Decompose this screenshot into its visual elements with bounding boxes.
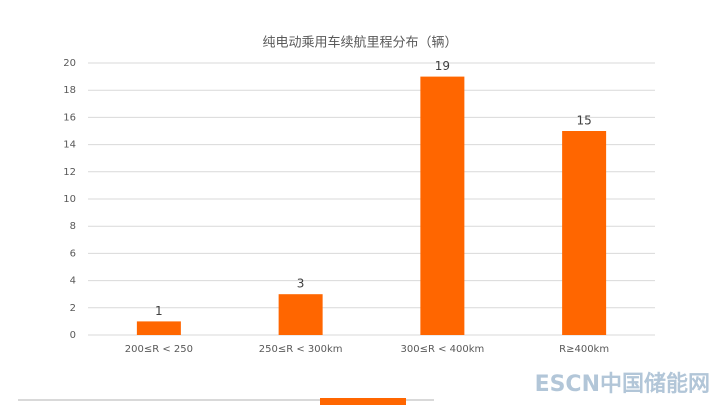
y-tick-label: 10 xyxy=(63,194,76,205)
data-label: 1 xyxy=(155,304,163,318)
watermark: ESCN中国储能网 xyxy=(535,371,710,397)
y-tick-label: 14 xyxy=(63,140,76,151)
x-tick-label: R≥400km xyxy=(559,344,609,355)
legend-swatch xyxy=(320,398,406,405)
data-label: 19 xyxy=(435,59,450,73)
y-tick-label: 0 xyxy=(70,330,76,341)
bar xyxy=(562,131,607,335)
x-tick-label: 250≤R < 300km xyxy=(259,344,343,355)
y-tick-label: 18 xyxy=(63,85,76,96)
y-tick-label: 12 xyxy=(63,167,76,178)
bar xyxy=(420,76,465,335)
chart-title: 纯电动乘用车续航里程分布（辆） xyxy=(262,35,457,51)
y-tick-label: 2 xyxy=(70,303,76,314)
y-tick-label: 4 xyxy=(70,276,76,287)
y-tick-label: 20 xyxy=(63,58,76,69)
y-tick-label: 6 xyxy=(70,248,76,259)
y-tick-label: 16 xyxy=(63,112,76,123)
x-tick-label: 200≤R < 250 xyxy=(125,344,193,355)
data-label: 3 xyxy=(297,277,305,291)
bar xyxy=(278,294,323,335)
data-label: 15 xyxy=(576,114,591,128)
y-tick-label: 8 xyxy=(70,221,76,232)
x-tick-label: 300≤R < 400km xyxy=(400,344,484,355)
bar xyxy=(136,321,181,335)
